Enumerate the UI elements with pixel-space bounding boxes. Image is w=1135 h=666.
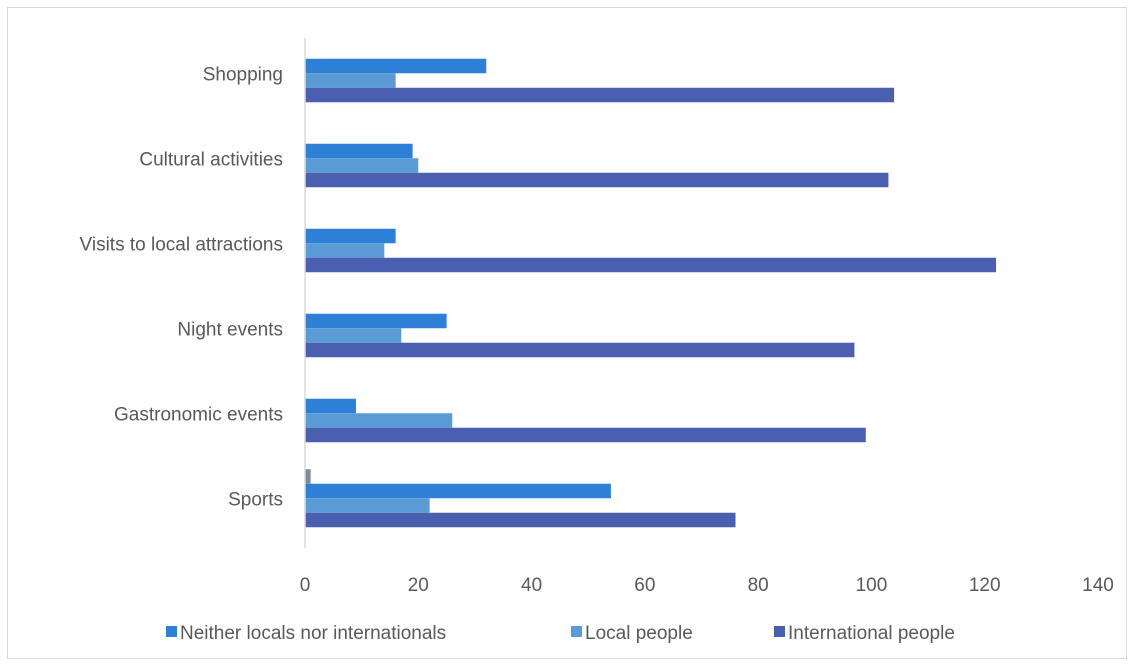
bar-local-people-cultural-activities	[305, 158, 419, 173]
x-tick-label: 60	[634, 575, 655, 596]
bar-neither-locals-nor-internationals-shopping	[305, 58, 487, 74]
legend-swatch-neither-locals-nor-internationals	[166, 626, 177, 637]
category-label: Cultural activities	[139, 150, 283, 171]
bar-neither-locals-nor-internationals-sports	[305, 483, 611, 499]
bar-international-people-gastronomic-events	[305, 427, 866, 443]
legend: Neither locals nor internationals Local p…	[166, 623, 955, 644]
x-tick-label: 120	[969, 575, 1001, 596]
legend-label-local-people: Local people	[585, 623, 693, 644]
bar-neither-locals-nor-internationals-cultural-activities	[305, 143, 413, 159]
legend-swatch-local-people	[571, 626, 582, 637]
category-label: Night events	[177, 320, 283, 341]
bar-local-people-shopping	[305, 73, 396, 88]
bar-neither-locals-nor-internationals-visits-to-local-attractions	[305, 228, 396, 244]
bar-local-people-sports	[305, 498, 430, 513]
category-label: Shopping	[203, 65, 283, 86]
bars-group	[305, 58, 997, 528]
x-tick-labels: 0 20 40 60 80 100 120 140	[300, 575, 1114, 596]
x-tick-label: 100	[856, 575, 888, 596]
bar-extra-sports	[305, 469, 311, 484]
legend-label-neither-locals-nor-internationals: Neither locals nor internationals	[180, 623, 446, 644]
x-tick-label: 140	[1082, 575, 1114, 596]
x-tick-label: 0	[300, 575, 311, 596]
legend-swatch-international-people	[774, 626, 785, 637]
x-tick-label: 40	[521, 575, 542, 596]
x-tick-label: 20	[408, 575, 429, 596]
category-label: Gastronomic events	[114, 405, 283, 426]
bar-neither-locals-nor-internationals-night-events	[305, 313, 447, 329]
bar-local-people-gastronomic-events	[305, 413, 453, 428]
category-labels: Shopping Cultural activities Visits to loc…	[80, 65, 283, 511]
bar-international-people-sports	[305, 512, 736, 528]
legend-label-international-people: International people	[788, 623, 955, 644]
x-tick-label: 80	[748, 575, 769, 596]
bar-international-people-cultural-activities	[305, 172, 889, 188]
category-label: Visits to local attractions	[80, 235, 283, 256]
bar-international-people-visits-to-local-attractions	[305, 257, 997, 273]
chart-frame	[7, 7, 1127, 659]
category-label: Sports	[228, 490, 283, 511]
bar-local-people-visits-to-local-attractions	[305, 243, 385, 258]
bar-international-people-night-events	[305, 342, 855, 358]
bar-neither-locals-nor-internationals-gastronomic-events	[305, 398, 356, 414]
bar-local-people-night-events	[305, 328, 402, 343]
bar-international-people-shopping	[305, 87, 895, 103]
